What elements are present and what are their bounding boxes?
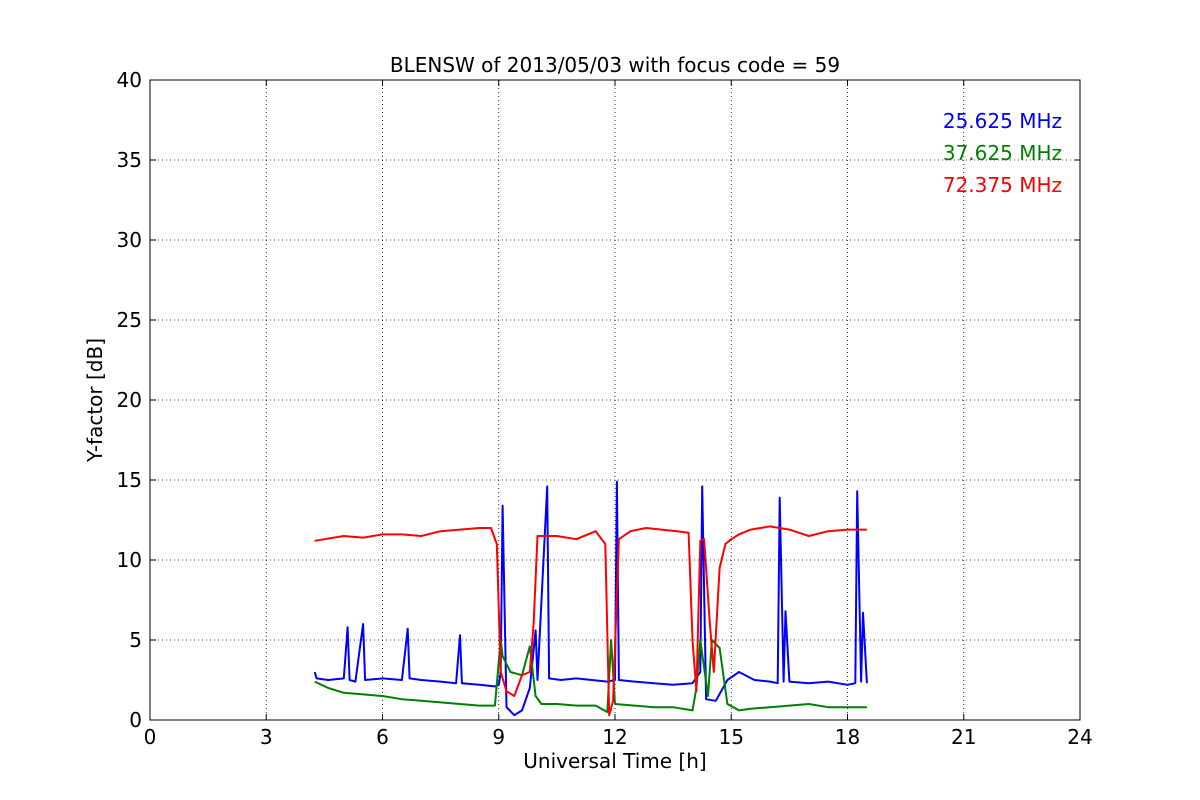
x-tick-label-3: 9 (492, 725, 505, 749)
series-lines (313, 480, 868, 717)
axis-ticks: 0 3 6 9 12 15 18 21 24 0 5 10 15 20 25 30 35 40 (117, 68, 1093, 749)
y-tick-label-7: 35 (117, 148, 142, 172)
y-axis-label: Y-factor [dB] (83, 338, 107, 463)
x-tick-label-6: 18 (835, 725, 860, 749)
legend-entry-1: 37.625 MHz (943, 141, 1062, 165)
y-tick-label-5: 25 (117, 308, 142, 332)
series-line-1 (314, 639, 867, 713)
y-tick-label-8: 40 (117, 68, 142, 92)
x-tick-label-4: 12 (602, 725, 627, 749)
y-tick-label-2: 10 (117, 548, 142, 572)
chart-title: BLENSW of 2013/05/03 with focus code = 5… (390, 53, 840, 77)
x-tick-label-7: 21 (951, 725, 976, 749)
x-tick-label-1: 3 (260, 725, 273, 749)
series-line-0 (313, 480, 868, 717)
series-line-2 (314, 525, 867, 717)
legend: 25.625 MHz 37.625 MHz 72.375 MHz (943, 109, 1062, 197)
x-tick-label-2: 6 (376, 725, 389, 749)
x-tick-label-5: 15 (719, 725, 744, 749)
x-tick-label-8: 24 (1067, 725, 1092, 749)
x-tick-label-0: 0 (144, 725, 157, 749)
y-tick-label-3: 15 (117, 468, 142, 492)
y-tick-label-4: 20 (117, 388, 142, 412)
x-axis-label: Universal Time [h] (523, 749, 706, 773)
y-tick-label-0: 0 (129, 708, 142, 732)
y-tick-label-1: 5 (129, 628, 142, 652)
y-tick-label-6: 30 (117, 228, 142, 252)
legend-entry-0: 25.625 MHz (943, 109, 1062, 133)
legend-entry-2: 72.375 MHz (943, 173, 1062, 197)
